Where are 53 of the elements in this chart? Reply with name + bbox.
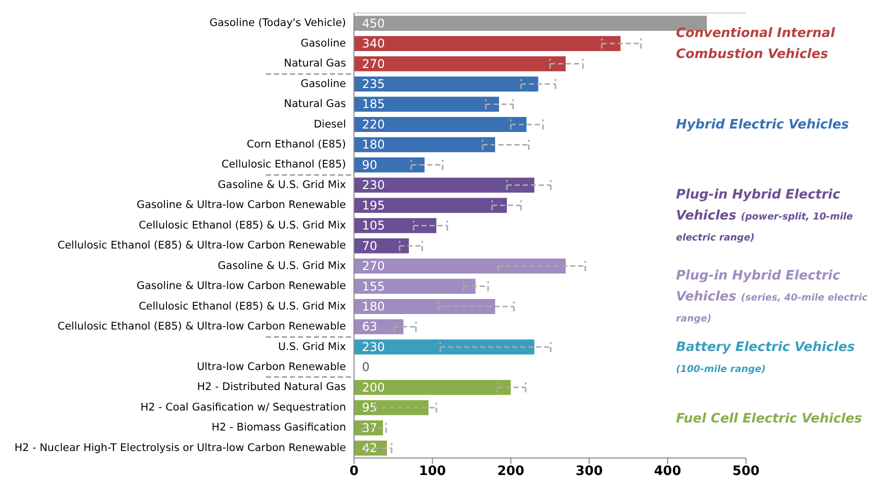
data-label: 90 <box>362 158 378 172</box>
y-tick-label: Cellulosic Ethanol (E85) & U.S. Grid Mix <box>138 300 346 312</box>
data-label: 180 <box>362 138 385 152</box>
y-tick-label: Gasoline & Ultra-low Carbon Renewable <box>136 280 346 292</box>
y-tick-label: H2 - Biomass Gasification <box>212 422 346 434</box>
data-label: 105 <box>362 218 385 233</box>
data-label: 195 <box>362 198 385 212</box>
y-tick-label: Cellulosic Ethanol (E85) & U.S. Grid Mix <box>138 219 346 232</box>
y-tick-label: Ultra-low Carbon Renewable <box>196 360 346 373</box>
y-tick-label: Cellulosic Ethanol (E85) <box>222 158 346 171</box>
annotation: Plug-in Hybrid Electric Vehicles (power-split, 10-mile electric range) <box>676 188 853 244</box>
data-label: 270 <box>362 259 385 274</box>
annotation: Fuel Cell Electric Vehicles <box>676 411 862 426</box>
x-tick-label: 100 <box>418 464 446 480</box>
y-tick-label: Gasoline & U.S. Grid Mix <box>218 178 346 191</box>
annotation: Conventional Internal Combustion Vehicles <box>676 26 835 62</box>
data-label: 340 <box>362 36 385 51</box>
y-tick-label: Cellulosic Ethanol (E85) & Ultra-low Carbon Renewable <box>58 240 346 252</box>
data-label: 450 <box>362 16 385 30</box>
data-label: 235 <box>362 77 385 92</box>
data-label: 270 <box>362 56 385 71</box>
data-label: 220 <box>362 117 385 132</box>
x-tick-label: 300 <box>576 464 603 480</box>
x-tick-label: 500 <box>732 464 760 480</box>
y-tick-label: Gasoline (Today's Vehicle) <box>209 17 346 30</box>
y-tick-label: Cellulosic Ethanol (E85) & Ultra-low Carbon Renewable <box>58 320 346 333</box>
y-tick-label: H2 - Distributed Natural Gas <box>197 381 346 394</box>
x-tick-label: 400 <box>654 464 682 480</box>
data-label: 70 <box>362 238 378 253</box>
y-tick-label: Gasoline & Ultra-low Carbon Renewable <box>136 199 346 212</box>
y-tick-label: U.S. Grid Mix <box>278 340 346 353</box>
data-label: 230 <box>362 178 385 192</box>
y-tick-label: Gasoline <box>300 37 346 50</box>
y-tick-label: Natural Gas <box>284 58 346 70</box>
data-label: 200 <box>362 380 385 394</box>
y-tick-label: Gasoline & U.S. Grid Mix <box>218 260 346 272</box>
y-tick-label: H2 - Coal Gasification w/ Sequestration <box>140 401 346 414</box>
data-label: 155 <box>362 279 385 294</box>
y-tick-label: Diesel <box>314 118 346 130</box>
data-label: 180 <box>362 300 385 314</box>
x-tick-label: 0 <box>349 464 359 480</box>
annotation: Hybrid Electric Vehicles <box>676 118 849 133</box>
y-tick-label: H2 - Nuclear High-T Electrolysis or Ultra-low Carbon Renewable <box>14 442 346 454</box>
y-tick-label: Gasoline <box>300 78 346 90</box>
data-label: 0 <box>362 360 370 374</box>
x-tick-label: 200 <box>497 464 524 480</box>
data-label: 63 <box>362 320 378 334</box>
y-tick-label: Natural Gas <box>284 98 346 110</box>
data-label: 185 <box>362 97 385 112</box>
y-tick-label: Corn Ethanol (E85) <box>246 138 346 150</box>
annotation: Battery Electric Vehicles (100-mile range) <box>676 340 855 375</box>
text: Plug-in Hybrid Electric Vehicles (series, 40-mile electric range) <box>676 268 868 325</box>
data-label: 230 <box>362 340 385 354</box>
